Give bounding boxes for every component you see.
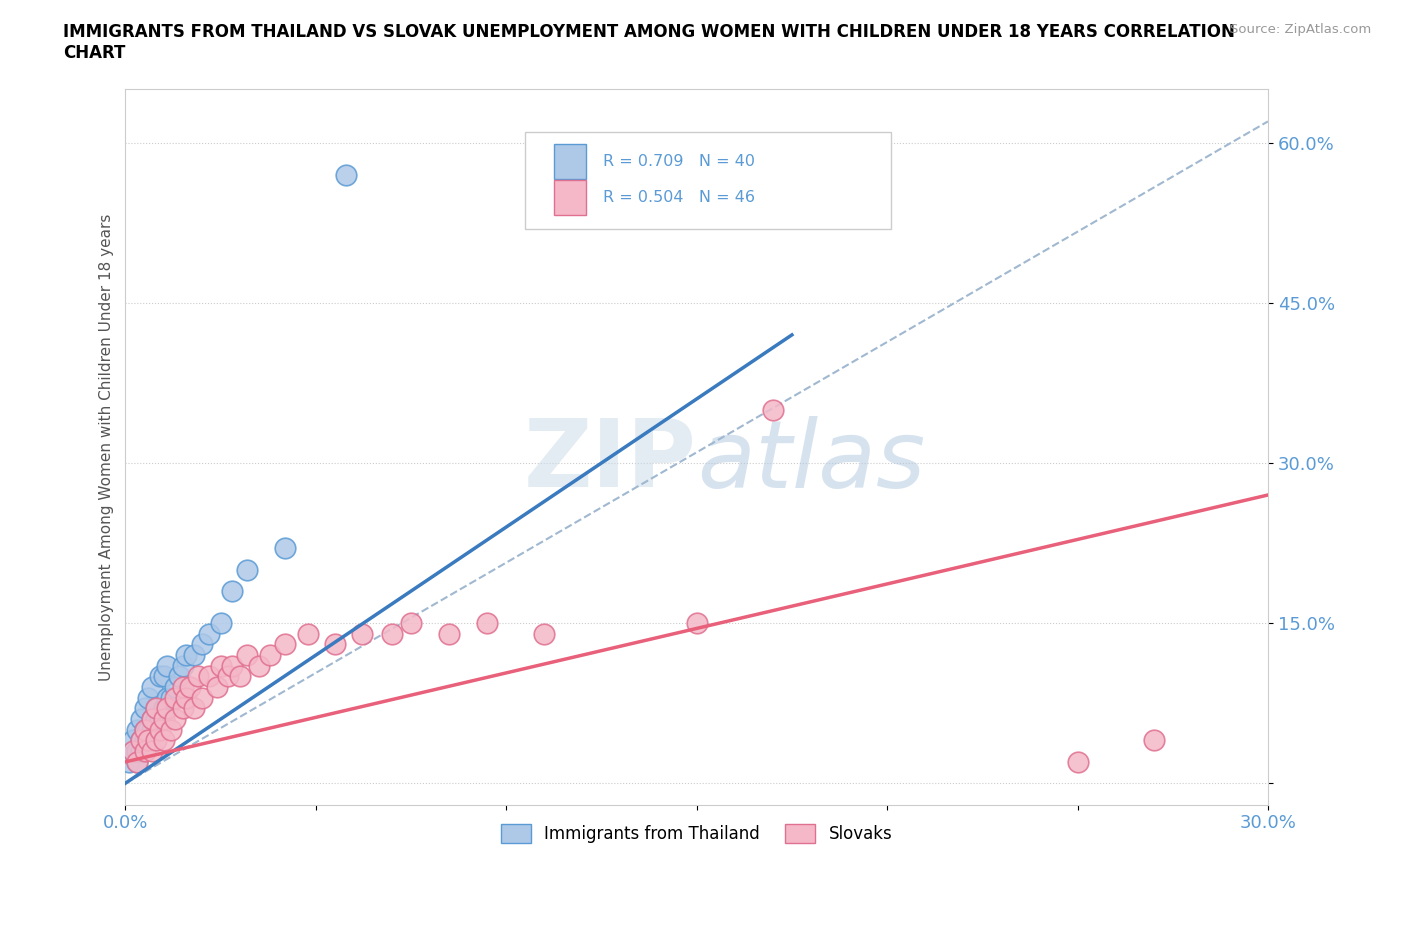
Point — [141, 711, 163, 726]
Point — [176, 690, 198, 705]
Point — [141, 680, 163, 695]
Point — [217, 669, 239, 684]
Point — [167, 669, 190, 684]
Point — [1066, 754, 1088, 769]
Point — [198, 626, 221, 641]
Point — [134, 723, 156, 737]
Point — [160, 690, 183, 705]
Point — [323, 637, 346, 652]
Point — [163, 711, 186, 726]
Point — [152, 711, 174, 726]
Point — [228, 669, 250, 684]
Text: ZIP: ZIP — [524, 416, 697, 507]
Point — [156, 701, 179, 716]
Point — [149, 711, 172, 726]
Point — [156, 658, 179, 673]
Point — [163, 690, 186, 705]
Point — [190, 690, 212, 705]
Bar — [554, 180, 586, 215]
Point — [136, 690, 159, 705]
Point — [297, 626, 319, 641]
Bar — [554, 144, 586, 179]
Point — [152, 669, 174, 684]
Y-axis label: Unemployment Among Women with Children Under 18 years: Unemployment Among Women with Children U… — [100, 213, 114, 681]
Point — [221, 584, 243, 599]
Point — [762, 402, 785, 417]
Point — [149, 669, 172, 684]
Text: atlas: atlas — [697, 416, 925, 507]
Text: R = 0.709   N = 40: R = 0.709 N = 40 — [603, 154, 755, 169]
Legend: Immigrants from Thailand, Slovaks: Immigrants from Thailand, Slovaks — [495, 817, 898, 850]
FancyBboxPatch shape — [526, 132, 891, 229]
Point — [335, 167, 357, 182]
Point — [209, 616, 232, 631]
Point — [125, 754, 148, 769]
Point — [160, 723, 183, 737]
Point — [183, 701, 205, 716]
Point — [136, 733, 159, 748]
Point — [247, 658, 270, 673]
Point — [156, 690, 179, 705]
Point — [686, 616, 709, 631]
Point — [1143, 733, 1166, 748]
Point — [122, 744, 145, 759]
Point — [149, 723, 172, 737]
Point — [129, 711, 152, 726]
Point — [172, 680, 194, 695]
Point — [141, 723, 163, 737]
Point — [134, 744, 156, 759]
Point — [129, 744, 152, 759]
Point — [190, 637, 212, 652]
Point — [134, 733, 156, 748]
Point — [134, 744, 156, 759]
Text: CHART: CHART — [63, 44, 125, 61]
Point — [145, 733, 167, 748]
Point — [145, 701, 167, 716]
Point — [172, 701, 194, 716]
Text: IMMIGRANTS FROM THAILAND VS SLOVAK UNEMPLOYMENT AMONG WOMEN WITH CHILDREN UNDER : IMMIGRANTS FROM THAILAND VS SLOVAK UNEMP… — [63, 23, 1234, 41]
Point — [477, 616, 499, 631]
Point — [129, 733, 152, 748]
Point — [172, 658, 194, 673]
Point — [129, 733, 152, 748]
Point — [437, 626, 460, 641]
Point — [141, 711, 163, 726]
Point — [134, 701, 156, 716]
Point — [136, 733, 159, 748]
Point — [141, 744, 163, 759]
Point — [274, 637, 297, 652]
Point — [145, 701, 167, 716]
Point — [125, 754, 148, 769]
Point — [134, 723, 156, 737]
Point — [187, 669, 209, 684]
Point — [236, 563, 259, 578]
Point — [198, 669, 221, 684]
Point — [259, 647, 281, 662]
Point — [125, 723, 148, 737]
Point — [399, 616, 422, 631]
Text: Source: ZipAtlas.com: Source: ZipAtlas.com — [1230, 23, 1371, 36]
Point — [183, 647, 205, 662]
Point — [136, 723, 159, 737]
Point — [205, 680, 228, 695]
Point — [209, 658, 232, 673]
Point — [125, 744, 148, 759]
Point — [122, 744, 145, 759]
Point — [122, 733, 145, 748]
Text: R = 0.504   N = 46: R = 0.504 N = 46 — [603, 190, 755, 205]
Point — [118, 754, 141, 769]
Point — [274, 541, 297, 556]
Point — [350, 626, 373, 641]
Point — [163, 680, 186, 695]
Point — [236, 647, 259, 662]
Point — [381, 626, 404, 641]
Point — [533, 626, 555, 641]
Point — [152, 701, 174, 716]
Point — [152, 733, 174, 748]
Point — [179, 680, 201, 695]
Point — [176, 647, 198, 662]
Point — [145, 711, 167, 726]
Point — [221, 658, 243, 673]
